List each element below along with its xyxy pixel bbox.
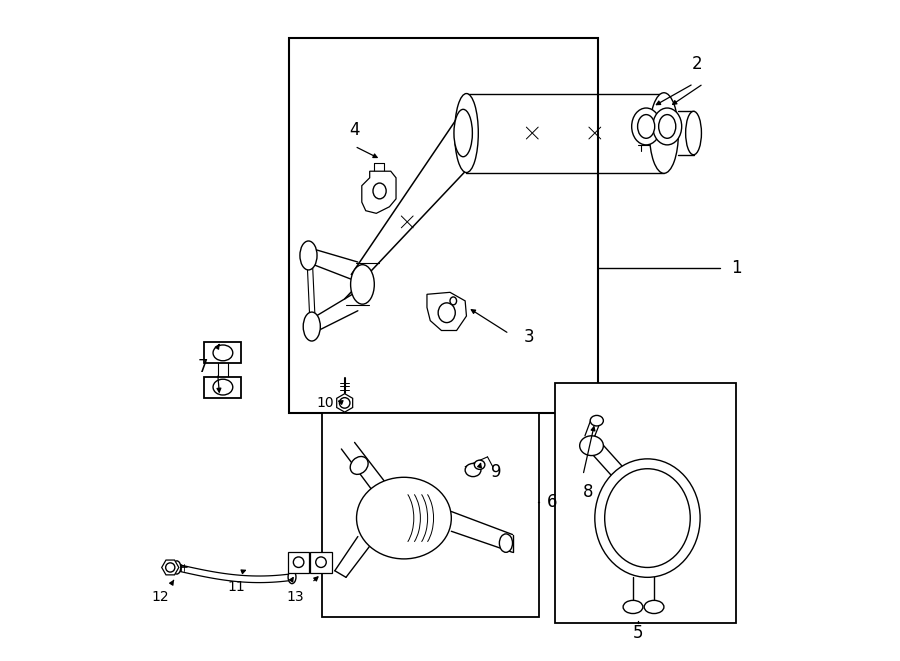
Bar [289, 38, 598, 412]
Ellipse shape [293, 557, 304, 567]
Text: 11: 11 [227, 580, 245, 594]
Polygon shape [427, 292, 466, 330]
Ellipse shape [288, 570, 296, 584]
Text: 7: 7 [198, 358, 209, 375]
Text: 2: 2 [691, 55, 702, 73]
Ellipse shape [316, 557, 327, 567]
Text: 1: 1 [731, 259, 742, 277]
Ellipse shape [595, 459, 700, 577]
Ellipse shape [652, 108, 681, 145]
Text: 9: 9 [491, 463, 501, 481]
Ellipse shape [351, 264, 374, 304]
Polygon shape [162, 560, 179, 575]
Ellipse shape [303, 312, 320, 341]
Ellipse shape [659, 114, 676, 138]
Text: 6: 6 [547, 492, 557, 511]
Text: 5: 5 [633, 624, 643, 642]
Ellipse shape [213, 345, 233, 361]
Bar [310, 552, 331, 572]
Text: 3: 3 [524, 328, 535, 346]
Ellipse shape [644, 600, 664, 613]
Ellipse shape [166, 563, 175, 572]
Ellipse shape [173, 561, 181, 574]
Ellipse shape [474, 460, 485, 469]
Text: 13: 13 [286, 590, 304, 604]
Text: 10: 10 [316, 396, 334, 410]
Ellipse shape [373, 183, 386, 199]
Bar [288, 552, 309, 572]
Polygon shape [362, 171, 396, 214]
Ellipse shape [465, 463, 481, 477]
Bar [204, 342, 241, 364]
Ellipse shape [637, 114, 654, 138]
Ellipse shape [350, 457, 368, 475]
Ellipse shape [438, 303, 455, 323]
Ellipse shape [580, 436, 603, 455]
Ellipse shape [454, 109, 473, 157]
Ellipse shape [650, 93, 679, 173]
Ellipse shape [632, 108, 661, 145]
Ellipse shape [356, 477, 451, 559]
Ellipse shape [590, 415, 603, 426]
Bar [555, 383, 736, 623]
Text: 12: 12 [151, 590, 169, 604]
Ellipse shape [454, 94, 478, 173]
Bar [204, 377, 241, 398]
Ellipse shape [500, 534, 512, 553]
Ellipse shape [623, 600, 643, 613]
Text: 8: 8 [583, 483, 593, 501]
Bar [321, 412, 539, 617]
Ellipse shape [605, 469, 690, 567]
Ellipse shape [450, 297, 456, 305]
Ellipse shape [339, 398, 350, 408]
Ellipse shape [686, 111, 701, 155]
Polygon shape [337, 394, 353, 412]
Ellipse shape [300, 241, 317, 270]
Ellipse shape [213, 379, 233, 395]
Text: 4: 4 [349, 121, 360, 139]
